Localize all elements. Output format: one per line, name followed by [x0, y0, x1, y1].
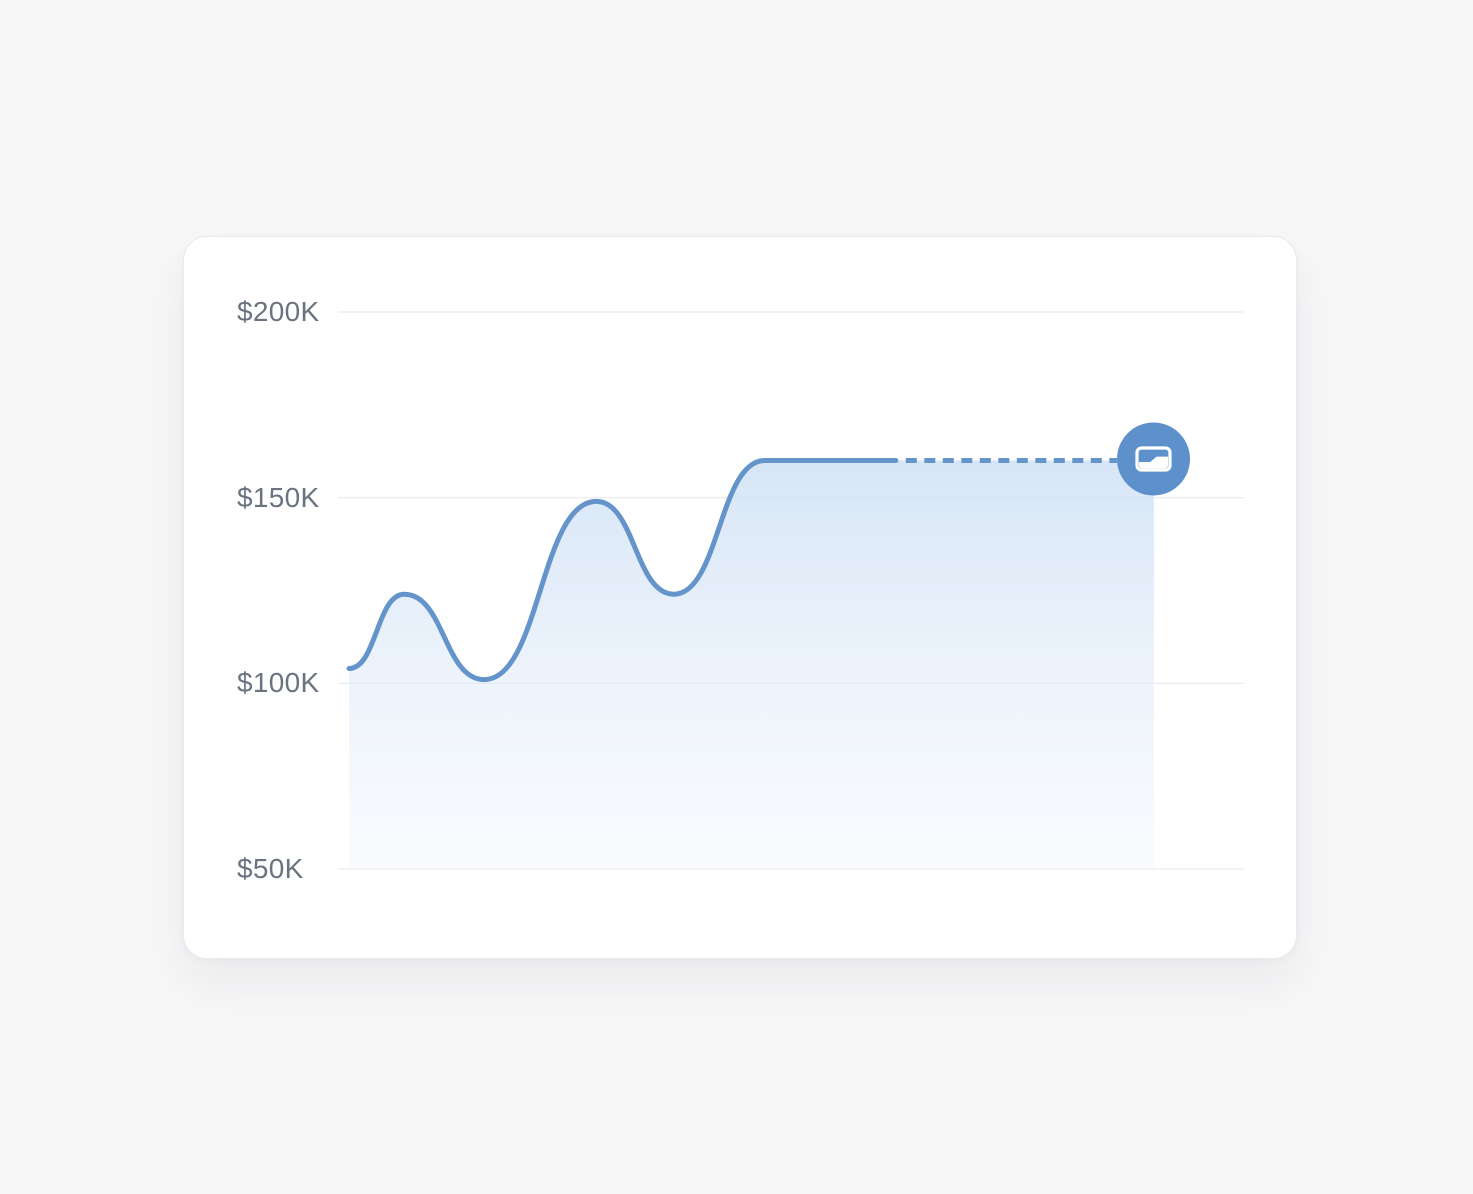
card-icon [1135, 446, 1172, 472]
badge-circle [1117, 422, 1190, 496]
area-fill [349, 460, 1154, 869]
y-tick-50k: $50K [237, 853, 304, 884]
y-tick-100k: $100K [237, 667, 320, 699]
balance-area-chart [338, 311, 1244, 870]
y-tick-200k: $200K [237, 296, 320, 327]
card-icon-badge[interactable] [1117, 422, 1190, 496]
trend-line [346, 458, 899, 683]
chart-card: $200K $150K $100K $50K [183, 236, 1297, 959]
y-tick-150k: $150K [237, 481, 320, 513]
